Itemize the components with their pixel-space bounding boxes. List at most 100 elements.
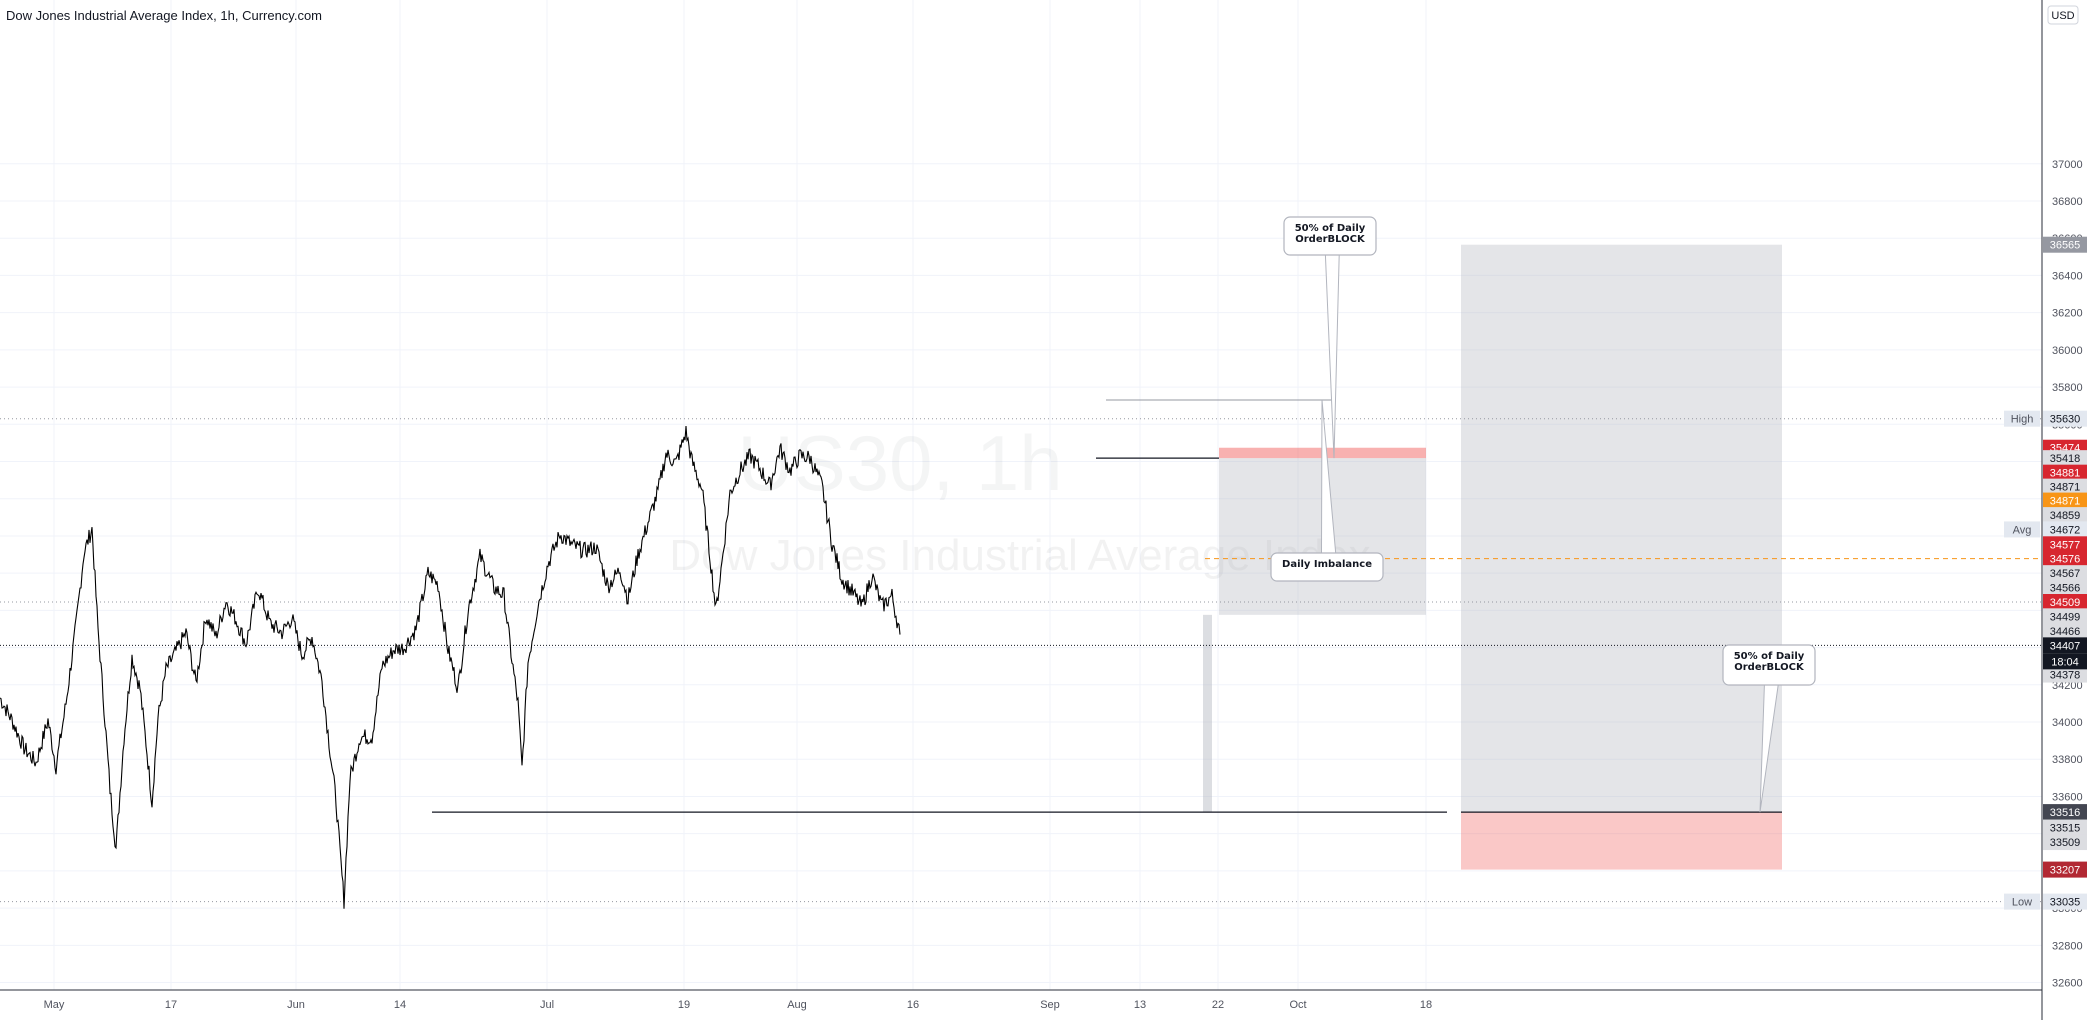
price-tag-text: 34577	[2050, 539, 2081, 551]
price-series	[0, 425, 901, 909]
price-tag: 36565	[2043, 236, 2087, 253]
avg-label-text: Avg	[2013, 524, 2032, 536]
price-tag: 34499	[2043, 608, 2087, 625]
price-tag: 34577	[2043, 536, 2087, 553]
price-tag-text: 36565	[2050, 240, 2081, 252]
price-tick-label: 32600	[2052, 978, 2083, 990]
annotation-daily-imbalance[interactable]: Daily Imbalance	[1270, 399, 1384, 582]
price-tag: 34672	[2043, 521, 2087, 538]
price-tag: 34407	[2043, 637, 2087, 654]
price-tag: 34509	[2043, 594, 2087, 611]
price-tick-label: 35800	[2052, 382, 2083, 394]
price-tag-bg	[2043, 565, 2087, 582]
callout-box[interactable]	[1283, 216, 1377, 256]
price-tag: 33035	[2043, 893, 2087, 910]
chart-grid	[0, 0, 2042, 990]
callout-text: 50% of Daily	[1295, 223, 1366, 234]
price-tag-bg	[2043, 579, 2087, 596]
high-label-bg	[2004, 410, 2040, 427]
time-axis[interactable]: May 17 Jun 14 Jul 19 Aug 16 Sep 13 22 Oct 18	[0, 989, 2042, 1020]
currency-box	[2047, 5, 2079, 25]
price-tag: 33515	[2043, 819, 2087, 836]
price-tag-text: 34859	[2050, 510, 2081, 522]
target-zone-grey[interactable]	[1461, 244, 1782, 813]
price-tick-label: 36400	[2052, 270, 2083, 282]
price-tag-bg	[2043, 464, 2087, 481]
price-tag-text: 34407	[2050, 640, 2081, 652]
watermark-name: Dow Jones Industrial Average Index	[669, 531, 1370, 580]
watermark-symbol: US30, 1h	[737, 419, 1062, 507]
price-tag: 33516	[2043, 804, 2087, 821]
price-tag-bg	[2043, 492, 2087, 509]
symbol-watermark: US30, 1h Dow Jones Industrial Average In…	[669, 419, 1370, 580]
price-tag-bg	[2043, 507, 2087, 524]
price-tag-bg	[2043, 804, 2087, 821]
price-tag-bg	[2043, 834, 2087, 851]
callout-pointer	[1320, 399, 1339, 582]
price-tag-bg	[2043, 819, 2087, 836]
time-tick-label: Sep	[1040, 999, 1060, 1011]
price-tag: 34871	[2043, 478, 2087, 495]
time-tick-label: Aug	[787, 999, 807, 1011]
countdown-text: 18:04	[2051, 656, 2079, 668]
price-tag: 34871	[2043, 492, 2087, 509]
price-tag: 34378	[2043, 666, 2087, 683]
price-tick-label: 36800	[2052, 196, 2083, 208]
currency-text: USD	[2051, 10, 2074, 22]
price-axis[interactable]: 3260032800330003320033400336003380034000…	[2004, 0, 2094, 1020]
price-tag-text: 35630	[2050, 414, 2081, 426]
time-tick-label: 22	[1212, 999, 1224, 1011]
price-tag-bg	[2043, 536, 2087, 553]
callout-box[interactable]	[1722, 644, 1816, 686]
time-tick-label: 18	[1420, 999, 1432, 1011]
price-tag-bg	[2043, 622, 2087, 639]
time-tick-label: 19	[678, 999, 690, 1011]
price-tag: 34881	[2043, 464, 2087, 481]
imbalance-bar[interactable]	[1203, 614, 1212, 813]
price-tag: 34466	[2043, 622, 2087, 639]
price-tag: 33207	[2043, 861, 2087, 878]
price-tick-label: 32800	[2052, 940, 2083, 952]
time-tick-label: Jul	[540, 999, 554, 1011]
price-tick-label: 36000	[2052, 345, 2083, 357]
price-tag: 34576	[2043, 550, 2087, 567]
price-tag-text: 34672	[2050, 524, 2081, 536]
high-label-text: High	[2011, 414, 2034, 426]
orderblock-zone-bottom[interactable]	[1461, 812, 1782, 870]
price-tag-bg	[2043, 893, 2087, 910]
price-tag: 34567	[2043, 565, 2087, 582]
countdown-bg	[2043, 653, 2087, 670]
price-tag-text: 34576	[2050, 554, 2081, 566]
currency-label[interactable]: USD	[2047, 5, 2079, 25]
price-tick-label: 36200	[2052, 308, 2083, 320]
time-tick-label: 13	[1134, 999, 1146, 1011]
callout-text: Daily Imbalance	[1282, 559, 1372, 570]
high-label: High	[2004, 410, 2040, 427]
time-tick-label: May	[44, 999, 65, 1011]
price-tag-bg	[2043, 410, 2087, 427]
price-tag: 35418	[2043, 450, 2087, 467]
low-label: Low	[2004, 893, 2040, 910]
price-tag-text: 34509	[2050, 597, 2081, 609]
price-tag-text: 34466	[2050, 626, 2081, 638]
callout-box[interactable]	[1270, 552, 1384, 582]
time-tick-label: 14	[394, 999, 406, 1011]
price-tick-label: 33800	[2052, 754, 2083, 766]
price-tag: 34566	[2043, 579, 2087, 596]
callout-text: OrderBLOCK	[1295, 234, 1366, 245]
price-tick-label: 34200	[2052, 680, 2083, 692]
price-tag-text: 34871	[2050, 496, 2081, 508]
price-tick-label: 34000	[2052, 717, 2083, 729]
time-tick-label: Jun	[287, 999, 305, 1011]
price-tag-text: 34499	[2050, 611, 2081, 623]
drawing-zones[interactable]	[1203, 244, 1782, 870]
time-tick-label: Oct	[1289, 999, 1306, 1011]
time-tick-label: 16	[907, 999, 919, 1011]
price-tag-bg	[2043, 478, 2087, 495]
time-tick-label: 17	[165, 999, 177, 1011]
level-lines[interactable]	[0, 399, 2042, 903]
